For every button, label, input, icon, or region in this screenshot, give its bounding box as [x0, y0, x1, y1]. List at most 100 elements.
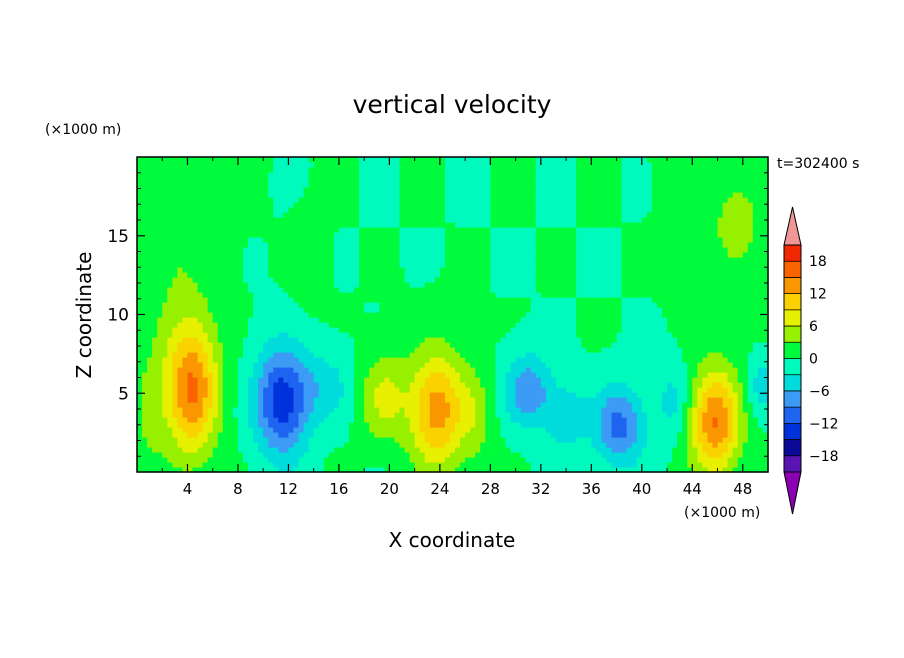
contour-cell: [243, 432, 249, 438]
contour-cell: [399, 462, 406, 468]
contour-cell: [263, 432, 269, 438]
contour-cell: [333, 302, 340, 308]
contour-cell: [177, 412, 184, 418]
contour-cell: [510, 202, 517, 208]
contour-cell: [460, 157, 466, 163]
contour-cell: [500, 462, 507, 468]
contour-cell: [485, 372, 491, 378]
contour-cell: [465, 447, 471, 453]
contour-cell: [137, 272, 143, 278]
contour-cell: [177, 427, 184, 433]
contour-cell: [333, 397, 340, 403]
contour-cell: [268, 387, 274, 393]
contour-cell: [258, 312, 264, 318]
contour-cell: [429, 392, 436, 398]
contour-cell: [470, 372, 476, 378]
contour-cell: [162, 457, 168, 463]
contour-cell: [369, 462, 375, 468]
contour-cell: [379, 392, 385, 398]
contour-cell: [369, 282, 375, 288]
contour-cell: [288, 452, 295, 458]
contour-cell: [379, 272, 385, 278]
contour-cell: [207, 327, 214, 333]
contour-cell: [273, 462, 279, 468]
contour-cell: [258, 402, 264, 408]
contour-cell: [434, 172, 441, 178]
contour-cell: [475, 212, 481, 218]
contour-cell: [167, 292, 173, 298]
contour-cell: [500, 182, 507, 188]
contour-cell: [429, 457, 436, 463]
contour-cell: [369, 297, 375, 303]
contour-cell: [505, 207, 512, 213]
contour-cell: [520, 427, 527, 433]
contour-cell: [217, 447, 224, 453]
contour-cell: [515, 292, 522, 298]
contour-cell: [449, 337, 456, 343]
contour-cell: [455, 352, 461, 358]
contour-cell: [273, 367, 279, 373]
contour-cell: [278, 262, 284, 268]
contour-cell: [379, 362, 385, 368]
contour-cell: [354, 297, 360, 303]
contour-cell: [419, 292, 426, 298]
contour-cell: [359, 267, 365, 273]
contour-cell: [197, 462, 204, 468]
contour-cell: [338, 177, 345, 183]
contour-cell: [217, 172, 224, 178]
contour-cell: [243, 257, 249, 263]
contour-cell: [480, 252, 486, 258]
contour-cell: [530, 282, 537, 288]
contour-cell: [182, 432, 189, 438]
contour-cell: [253, 267, 259, 273]
contour-cell: [268, 362, 274, 368]
contour-cell: [182, 337, 189, 343]
contour-cell: [293, 157, 300, 163]
contour-cell: [268, 427, 274, 433]
contour-cell: [429, 217, 436, 223]
contour-cell: [268, 347, 274, 353]
contour-cell: [268, 367, 274, 373]
contour-cell: [232, 392, 239, 398]
contour-cell: [243, 232, 249, 238]
contour-cell: [525, 182, 532, 188]
contour-cell: [308, 217, 315, 223]
contour-cell: [227, 302, 234, 308]
contour-cell: [439, 197, 446, 203]
contour-cell: [222, 347, 229, 353]
contour-cell: [207, 292, 214, 298]
contour-cell: [384, 352, 390, 358]
contour-cell: [490, 397, 497, 403]
contour-cell: [510, 462, 517, 468]
contour-cell: [227, 247, 234, 253]
contour-cell: [354, 217, 360, 223]
contour-cell: [434, 392, 441, 398]
contour-cell: [157, 282, 163, 288]
contour-cell: [142, 167, 148, 173]
contour-cell: [384, 372, 390, 378]
contour-cell: [389, 432, 396, 438]
contour-cell: [243, 297, 249, 303]
contour-cell: [308, 352, 315, 358]
contour-cell: [142, 397, 148, 403]
contour-cell: [243, 167, 249, 173]
contour-cell: [147, 427, 153, 433]
contour-cell: [288, 372, 295, 378]
contour-cell: [470, 412, 476, 418]
contour-cell: [429, 307, 436, 313]
contour-cell: [419, 467, 426, 473]
contour-cell: [460, 427, 466, 433]
contour-cell: [389, 272, 396, 278]
contour-cell: [505, 227, 512, 233]
contour-cell: [227, 167, 234, 173]
contour-cell: [439, 277, 446, 283]
contour-cell: [490, 307, 497, 313]
contour-cell: [258, 242, 264, 248]
contour-cell: [237, 207, 244, 213]
contour-cell: [142, 212, 148, 218]
contour-cell: [152, 382, 158, 388]
contour-cell: [465, 367, 471, 373]
contour-cell: [490, 312, 497, 318]
contour-cell: [338, 352, 345, 358]
contour-cell: [364, 252, 370, 258]
